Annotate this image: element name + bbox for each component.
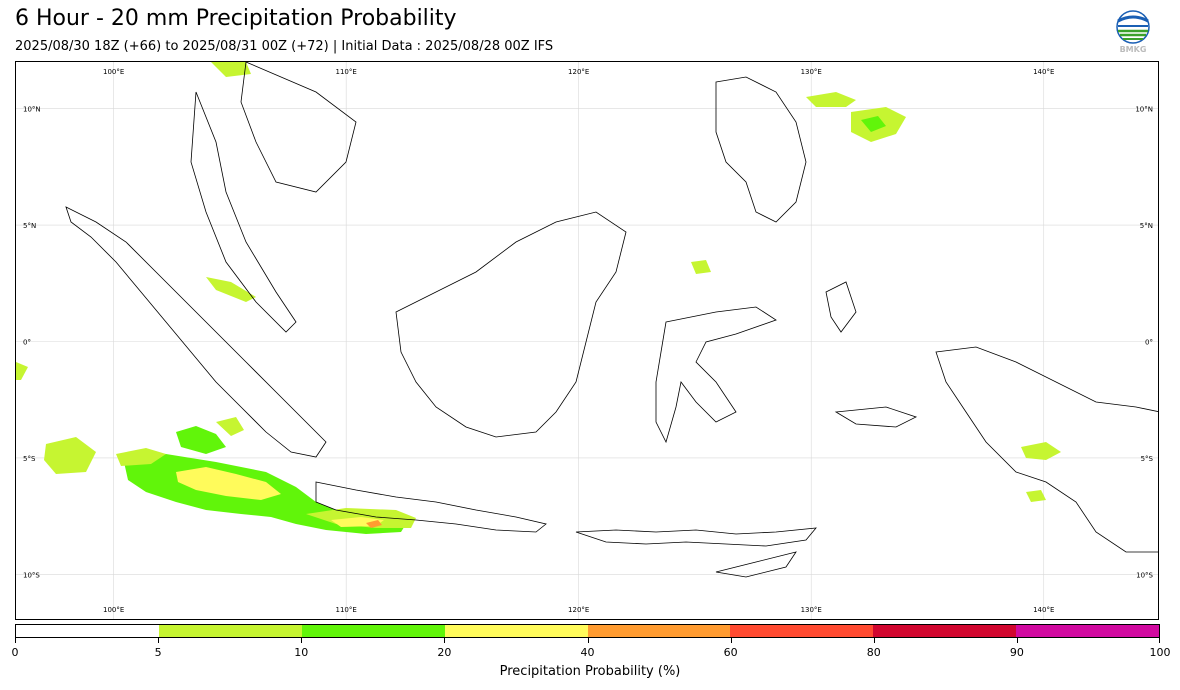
map-title: 6 Hour - 20 mm Precipitation Probability [15, 6, 457, 31]
colorbar-tick [15, 638, 16, 643]
lat-label-right: 5°N [1140, 222, 1153, 230]
bmkg-logo-icon: BMKG [1114, 10, 1152, 54]
precipitation-probability-field [16, 62, 1061, 534]
colorbar-segment [1016, 625, 1159, 637]
precip-area-10-20 [861, 116, 886, 132]
colorbar-segment [301, 625, 445, 637]
coastline-lesser-sunda [575, 527, 817, 547]
colorbar-tick [873, 638, 875, 643]
colorbar-tick [587, 638, 589, 643]
precip-area-5-10 [216, 417, 244, 436]
lon-label-bottom: 120°E [568, 606, 589, 614]
colorbar [15, 624, 1160, 638]
coastline-sumatra [65, 206, 327, 458]
colorbar-tick-label: 90 [1009, 646, 1024, 659]
colorbar-tick-label: 20 [437, 646, 452, 659]
lon-label-top: 100°E [103, 68, 124, 76]
precip-area-5-10 [16, 362, 28, 380]
lon-label-top: 120°E [568, 68, 589, 76]
colorbar-tick-label: 80 [866, 646, 881, 659]
coastline-java [315, 481, 547, 533]
precip-area-5-10 [691, 260, 711, 274]
precip-area-5-10 [1026, 490, 1046, 502]
lat-label-left: 5°S [23, 455, 36, 463]
colorbar-segment [16, 625, 159, 637]
map-subtitle: 2025/08/30 18Z (+66) to 2025/08/31 00Z (… [15, 39, 554, 54]
colorbar-tick [158, 638, 160, 643]
logo-text: BMKG [1120, 45, 1147, 54]
lon-label-top: 130°E [801, 68, 822, 76]
precip-area-10-20 [176, 426, 226, 454]
colorbar-segment [158, 625, 302, 637]
colorbar-tick [1159, 638, 1160, 643]
colorbar-segment [587, 625, 731, 637]
colorbar-tick [444, 638, 446, 643]
coastline-philippines [715, 76, 807, 223]
lon-label-bottom: 140°E [1033, 606, 1054, 614]
precip-area-5-10 [211, 62, 251, 77]
lon-label-top: 140°E [1033, 68, 1054, 76]
coastline-halmahera [825, 281, 857, 333]
coastline-malay-peninsula [190, 91, 297, 333]
colorbar-tick-label: 0 [11, 646, 19, 659]
lon-label-top: 110°E [336, 68, 357, 76]
precip-area-5-10 [806, 92, 856, 107]
lat-label-left: 0° [23, 339, 31, 347]
lon-label-bottom: 110°E [336, 606, 357, 614]
colorbar-tick [730, 638, 732, 643]
colorbar-segment [444, 625, 588, 637]
precip-area-5-10 [44, 437, 96, 474]
lon-label-bottom: 100°E [103, 606, 124, 614]
colorbar-title: Precipitation Probability (%) [499, 664, 681, 679]
lat-label-left: 10°N [23, 106, 41, 114]
map-canvas[interactable]: 100°E 100°E 110°E 110°E 120°E 120°E 130°E 130°E… [16, 62, 1159, 620]
colorbar-tick-label: 60 [723, 646, 738, 659]
coastline-borneo [395, 211, 627, 438]
lat-label-right: 10°S [1136, 571, 1153, 579]
precip-area-5-10 [206, 277, 256, 302]
lat-label-right: 10°N [1135, 106, 1153, 114]
coastline-seram [834, 406, 918, 428]
coastlines [65, 62, 1158, 578]
lat-label-right: 5°S [1141, 455, 1154, 463]
colorbar-tick-label: 40 [580, 646, 595, 659]
coastline-sulawesi [655, 306, 777, 444]
map-panel[interactable]: 100°E 100°E 110°E 110°E 120°E 120°E 130°E 130°E… [15, 61, 1159, 620]
coastline-timor [715, 551, 797, 578]
colorbar-tick [301, 638, 303, 643]
colorbar-segment [873, 625, 1017, 637]
precip-area-20-40 [176, 467, 281, 500]
colorbar-tick [1016, 638, 1018, 643]
coastline-new-guinea [935, 346, 1158, 553]
precip-area-5-10 [116, 448, 166, 466]
colorbar-tick-label: 5 [154, 646, 162, 659]
lat-label-right: 0° [1145, 339, 1153, 347]
colorbar-tick-label: 10 [294, 646, 309, 659]
colorbar-segment [730, 625, 874, 637]
precip-area-5-10 [1021, 442, 1061, 460]
lon-label-bottom: 130°E [801, 606, 822, 614]
precip-area-40-60 [366, 520, 382, 528]
coastline-indochina [240, 62, 357, 193]
lat-label-left: 10°S [23, 571, 40, 579]
colorbar-tick-label: 100 [1149, 646, 1171, 659]
lat-label-left: 5°N [23, 222, 36, 230]
